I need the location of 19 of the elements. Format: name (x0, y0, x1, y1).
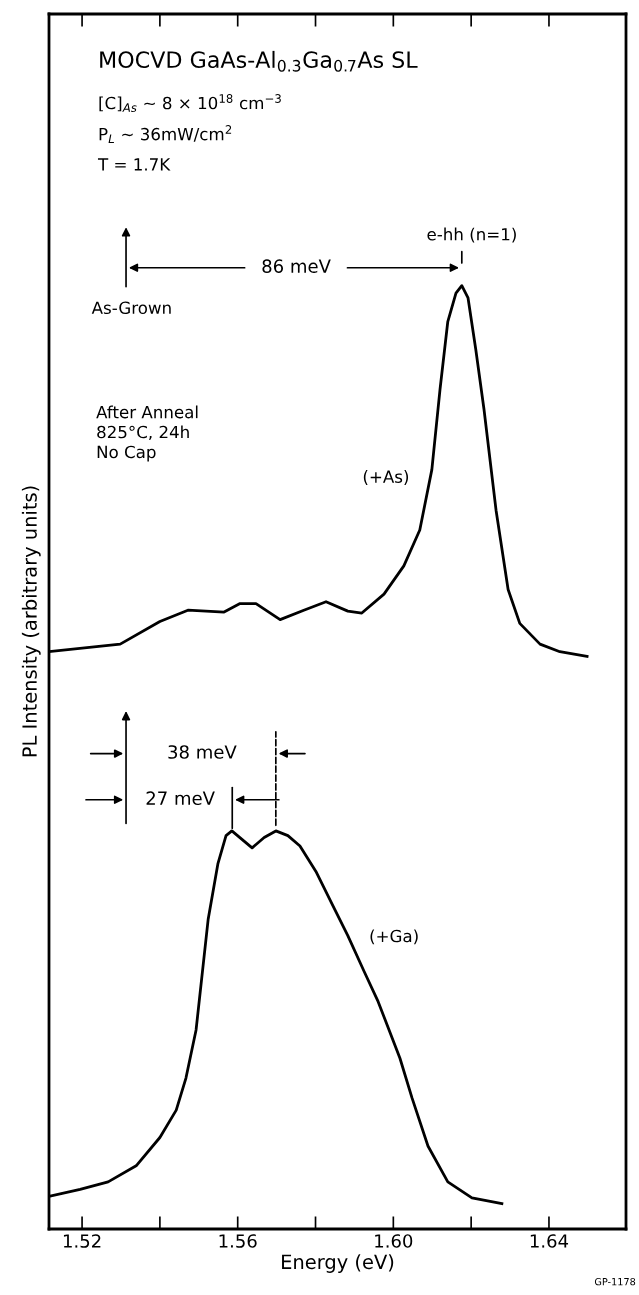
text: 86 meV (262, 259, 331, 273)
x-axis-title: Energy (eV) (282, 1254, 394, 1273)
annotation: 38 meV (168, 745, 237, 759)
annotation: After Anneal 825°C, 24h No Cap (96, 405, 198, 462)
text: [C]$_{As}$ ~ 8 × 10$^{18}$ cm$^{−3}$ (99, 94, 281, 113)
y-axis-title: PL Intensity (arbitrary units) (21, 486, 41, 757)
x-tick-label: 1.64 (530, 1234, 569, 1248)
annotation: 27 meV (146, 791, 215, 806)
text: P$_{L}$ ~ 36mW/cm$^{2}$ (99, 125, 232, 143)
x-tick-label: 1.60 (375, 1234, 413, 1248)
x-tick-label: 1.56 (219, 1234, 257, 1248)
text: GP-1178 (594, 1277, 636, 1286)
series-label: (+Ga) (370, 929, 418, 945)
chart-title: MOCVD GaAs-Al$_{0.3}$Ga$_{0.7}$As SL (100, 50, 418, 72)
series-label: (+As) (363, 470, 409, 485)
annotation: As-Grown (91, 301, 171, 315)
text: T = 1.7K (97, 158, 171, 171)
x-tick-label: 1.52 (63, 1234, 101, 1248)
annotation: e-hh (n=1) (427, 227, 516, 243)
